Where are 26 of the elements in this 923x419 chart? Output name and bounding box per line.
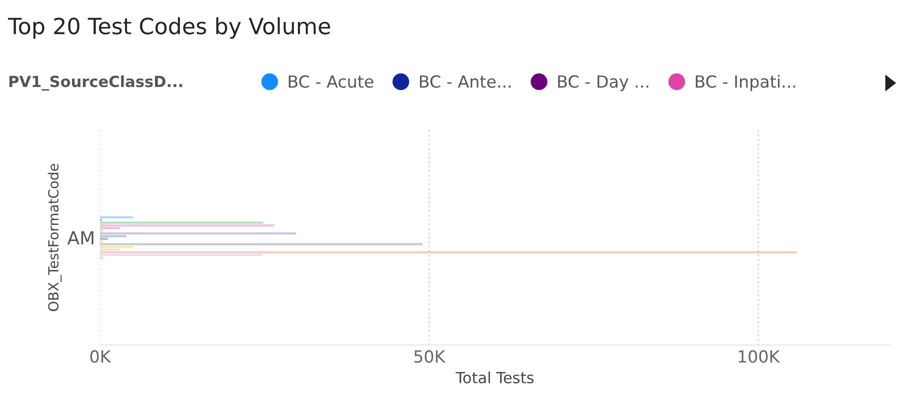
- legend-label: BC - Ante...: [420, 75, 511, 88]
- bar: [100, 238, 108, 240]
- legend-title: PV1_SourceClassD...: [9, 75, 182, 91]
- x-tick-label: 50K: [414, 350, 446, 363]
- y-tick-label: AM: [67, 231, 94, 244]
- bar: [100, 216, 133, 218]
- bar: [100, 222, 264, 224]
- legend-label: BC - Acute: [288, 75, 374, 88]
- bar: [100, 230, 104, 232]
- x-tick-label: 0K: [90, 350, 112, 363]
- chart-title: Top 20 Test Codes by Volume: [8, 17, 330, 39]
- legend-label: BC - Inpati...: [696, 74, 796, 92]
- bar: [100, 235, 126, 238]
- bar: [100, 232, 296, 235]
- bar: [100, 251, 797, 254]
- bar: [100, 248, 120, 251]
- legend-label: BC - Day ...: [558, 75, 648, 92]
- x-axis-title: Total Tests: [456, 372, 534, 384]
- bar: [100, 256, 104, 259]
- bar: [100, 227, 120, 230]
- bar: [100, 243, 423, 246]
- bar: [100, 246, 133, 248]
- bar: [100, 224, 274, 226]
- y-axis-title: OBX_TestFormatCode: [48, 164, 62, 312]
- x-tick-label: 100K: [738, 350, 780, 363]
- bar: [100, 254, 263, 256]
